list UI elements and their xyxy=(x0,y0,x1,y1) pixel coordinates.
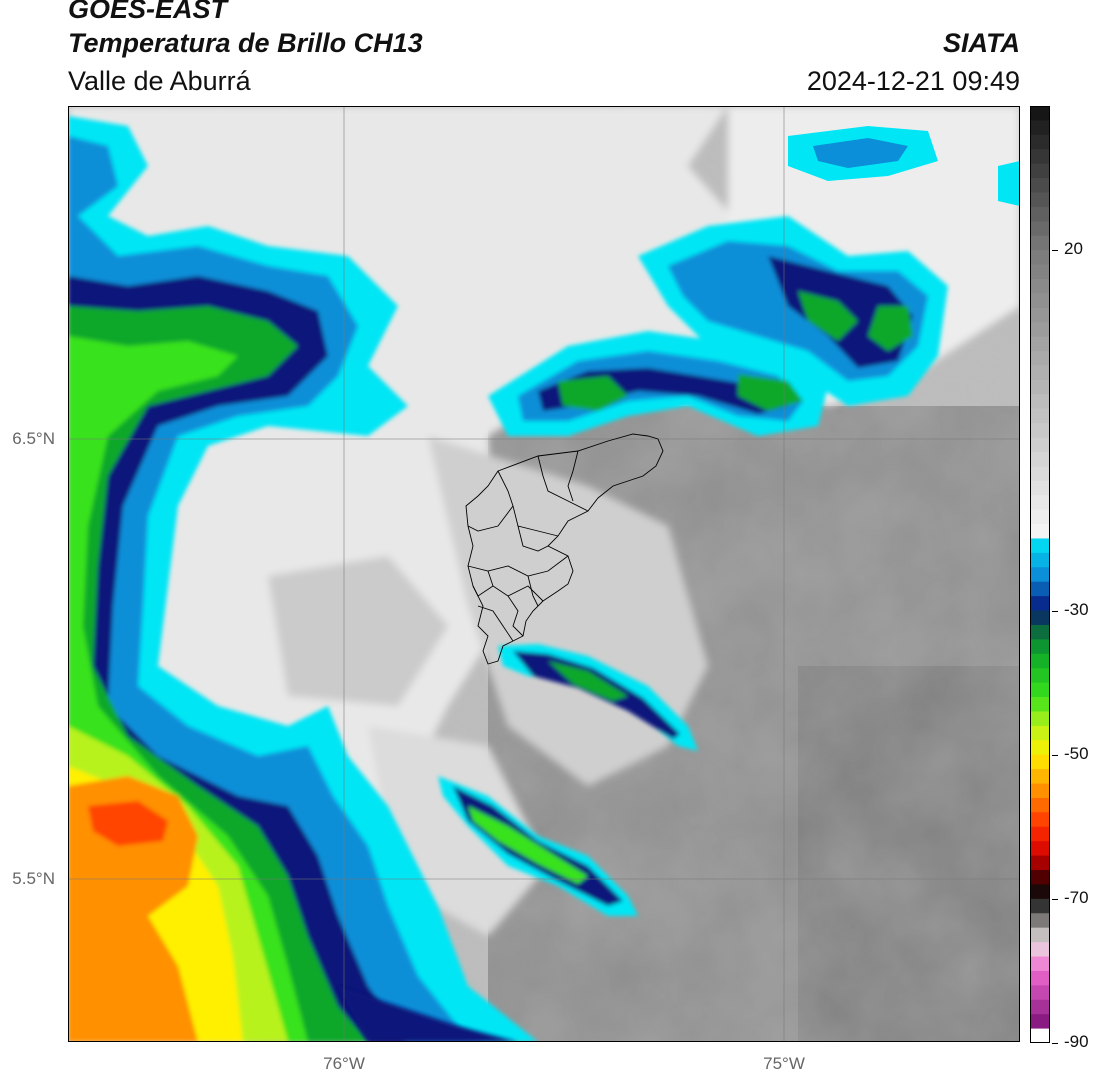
colorbar-band xyxy=(1030,480,1050,496)
colorbar-band xyxy=(1030,740,1050,756)
colorbar-band xyxy=(1030,855,1050,871)
lat-label-5-5: 5.5°N xyxy=(12,869,55,888)
colorbar-band xyxy=(1030,884,1050,900)
colorbar-band xyxy=(1030,336,1050,352)
colorbar-band xyxy=(1030,250,1050,266)
colorbar-tick xyxy=(1052,898,1058,900)
colorbar-band xyxy=(1030,956,1050,972)
colorbar-band xyxy=(1030,293,1050,309)
colorbar-band xyxy=(1030,552,1050,568)
colorbar-tick-label: -50 xyxy=(1064,743,1089,763)
colorbar-band xyxy=(1030,812,1050,828)
colorbar-band xyxy=(1030,927,1050,943)
colorbar-band xyxy=(1030,898,1050,914)
colorbar-band xyxy=(1030,639,1050,655)
colorbar-tick-label: -30 xyxy=(1064,599,1089,619)
region-label: Valle de Aburrá xyxy=(68,66,251,96)
lon-label-75w: 75°W xyxy=(763,1054,805,1073)
colorbar-band xyxy=(1030,985,1050,1001)
colorbar-frame xyxy=(1030,106,1050,1043)
colorbar-band xyxy=(1030,322,1050,338)
colorbar-band xyxy=(1030,725,1050,741)
colorbar-band xyxy=(1030,134,1050,150)
colorbar-band xyxy=(1030,278,1050,294)
colorbar-band xyxy=(1030,206,1050,222)
colorbar-band xyxy=(1030,509,1050,525)
colorbar-band xyxy=(1030,653,1050,669)
colorbar-band xyxy=(1030,581,1050,597)
colorbar-band xyxy=(1030,783,1050,799)
colorbar-band xyxy=(1030,682,1050,698)
colorbar-band xyxy=(1030,379,1050,395)
cloud-streaks-south xyxy=(338,644,698,1042)
graticule xyxy=(68,106,1020,1042)
colorbar-tick-label: -70 xyxy=(1064,887,1089,907)
municipal-boundaries xyxy=(465,433,664,665)
cloud-band-ne xyxy=(488,216,948,436)
lat-label-6-5: 6.5°N xyxy=(12,429,55,448)
colorbar-band xyxy=(1030,264,1050,280)
product-title: Temperatura de Brillo CH13 xyxy=(68,28,423,58)
colorbar-band xyxy=(1030,524,1050,539)
colorbar-band xyxy=(1030,567,1050,583)
colorbar-tick-label: -90 xyxy=(1064,1032,1089,1051)
colorbar-band xyxy=(1030,365,1050,381)
colorbar-band xyxy=(1030,178,1050,193)
colorbar-band xyxy=(1030,610,1050,626)
colorbar-band xyxy=(1030,942,1050,958)
colorbar-band xyxy=(1030,235,1050,251)
colorbar-band xyxy=(1030,913,1050,929)
colorbar-band xyxy=(1030,163,1050,179)
cloud-mass-west xyxy=(68,116,538,1042)
colorbar-band xyxy=(1030,624,1050,640)
colorbar-band xyxy=(1030,797,1050,813)
colorbar-band xyxy=(1030,106,1050,121)
colorbar-band xyxy=(1030,870,1050,885)
colorbar-tick xyxy=(1052,1043,1058,1044)
colorbar-band xyxy=(1030,466,1050,482)
colorbar-band xyxy=(1030,826,1050,842)
colorbar-tick xyxy=(1052,754,1058,756)
lon-label-76w: 76°W xyxy=(323,1054,365,1073)
colorbar-band xyxy=(1030,596,1050,612)
colorbar-band xyxy=(1030,754,1050,770)
datetime-label: 2024-12-21 09:49 xyxy=(806,66,1020,96)
colorbar-band xyxy=(1030,841,1050,857)
colorbar-band xyxy=(1030,423,1050,439)
cloud-ne-small xyxy=(788,126,1020,206)
colorbar-tick xyxy=(1052,610,1058,612)
satellite-map[interactable] xyxy=(68,106,1020,1042)
colorbar-band xyxy=(1030,437,1050,453)
colorbar-band xyxy=(1030,149,1050,165)
colorbar-band xyxy=(1030,970,1050,986)
colorbar-band xyxy=(1030,192,1050,208)
colorbar-band xyxy=(1030,999,1050,1015)
colorbar-band xyxy=(1030,120,1050,136)
colorbar-band xyxy=(1030,668,1050,684)
map-canvas xyxy=(68,106,1020,1042)
colorbar-band xyxy=(1030,394,1050,410)
colorbar-band xyxy=(1030,769,1050,785)
colorbar-band xyxy=(1030,307,1050,323)
colorbar-band xyxy=(1030,1014,1050,1030)
colorbar-band xyxy=(1030,351,1050,366)
satellite-title: GOES-EAST xyxy=(68,0,228,24)
colorbar-tick xyxy=(1052,250,1058,252)
colorbar-band xyxy=(1030,451,1050,467)
colorbar-bands xyxy=(1030,106,1050,1043)
colorbar xyxy=(1030,106,1050,1043)
colorbar-band xyxy=(1030,495,1050,511)
colorbar-band xyxy=(1030,408,1050,424)
colorbar-band xyxy=(1030,221,1050,237)
colorbar-band xyxy=(1030,1028,1050,1043)
colorbar-band xyxy=(1030,697,1050,712)
colorbar-band xyxy=(1030,711,1050,727)
brand-label: SIATA xyxy=(943,28,1020,58)
colorbar-band xyxy=(1030,538,1050,554)
colorbar-tick-label: 20 xyxy=(1064,239,1083,259)
